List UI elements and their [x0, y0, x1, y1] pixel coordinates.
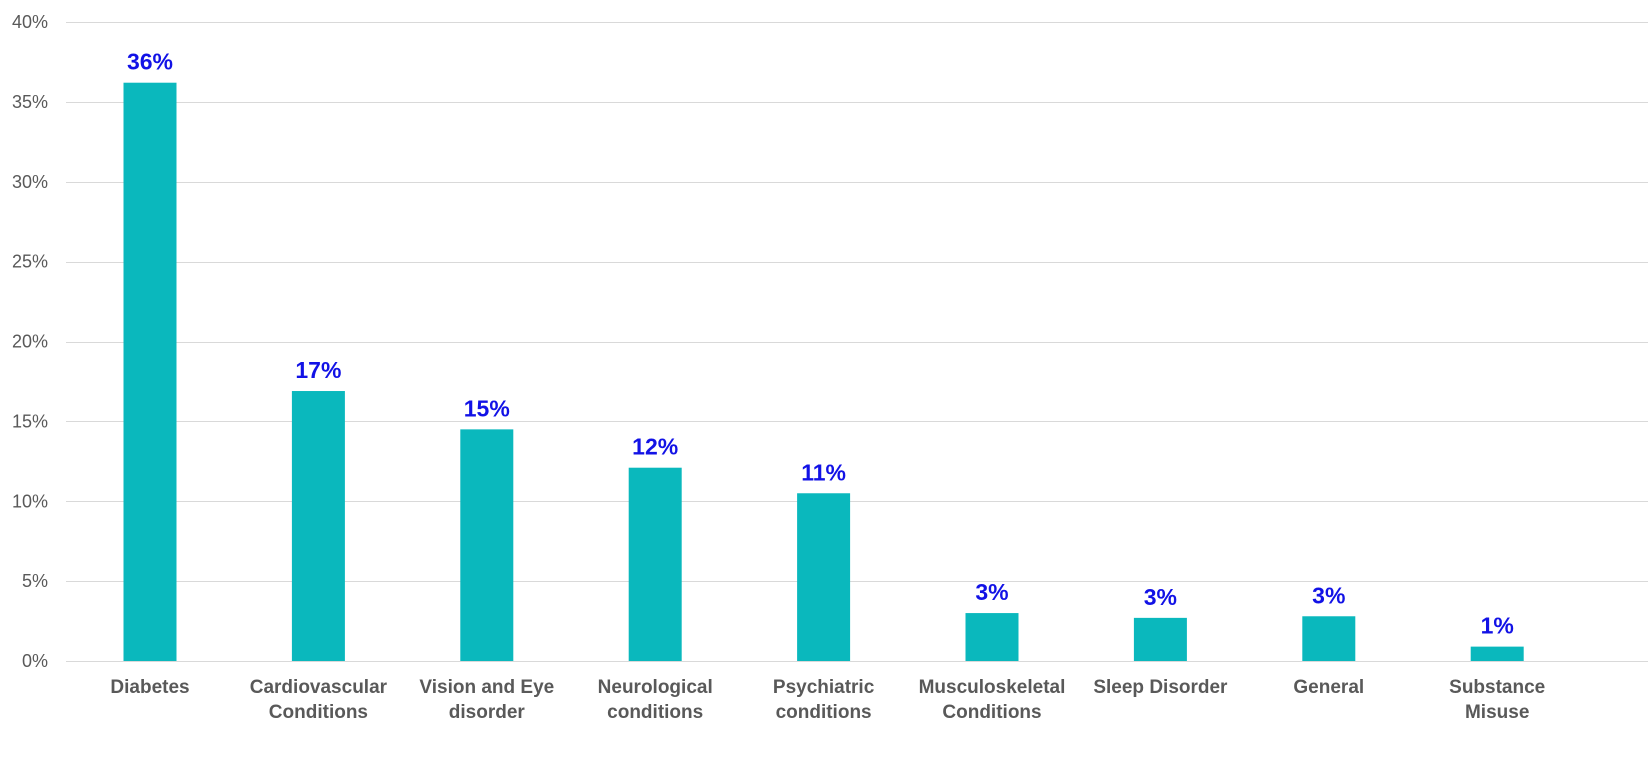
data-label: 3% — [1312, 582, 1345, 608]
category-label-line: Musculoskeletal — [919, 677, 1066, 698]
y-axis-tick-labels: 0% 5% 10% 15% 20% 25% 30% 35% 40% — [12, 12, 48, 671]
y-tick-label: 10% — [12, 491, 48, 511]
bar — [460, 429, 514, 661]
data-label: 11% — [801, 459, 846, 485]
data-label: 17% — [295, 357, 341, 383]
bar — [1470, 646, 1524, 661]
bar — [1302, 616, 1356, 661]
y-tick-label: 30% — [12, 172, 48, 192]
y-tick-label: 40% — [12, 12, 48, 32]
category-label: Diabetes — [110, 677, 189, 698]
category-label-line: Conditions — [269, 702, 368, 723]
category-label-line: Diabetes — [110, 677, 189, 698]
category-label-line: Psychiatric — [773, 677, 875, 698]
y-tick-label: 25% — [12, 252, 48, 272]
data-labels: 36% 17% 15% 12% 11% 3% 3% 3% 1% — [127, 49, 1514, 639]
category-label: Cardiovascular Conditions — [250, 677, 388, 723]
data-label: 1% — [1481, 613, 1514, 639]
category-label: Sleep Disorder — [1093, 677, 1228, 698]
y-tick-label: 35% — [12, 92, 48, 112]
category-label: Musculoskeletal Conditions — [919, 677, 1066, 723]
category-label-line: Conditions — [942, 702, 1041, 723]
y-tick-label: 20% — [12, 332, 48, 352]
category-label-line: General — [1293, 677, 1364, 698]
data-label: 12% — [632, 434, 678, 460]
category-label-line: Sleep Disorder — [1093, 677, 1228, 698]
bar — [965, 613, 1019, 661]
category-label: General — [1293, 677, 1364, 698]
category-label-line: conditions — [776, 702, 872, 723]
y-tick-label: 0% — [22, 651, 48, 671]
data-label: 15% — [464, 395, 510, 421]
category-label: Psychiatric conditions — [773, 677, 875, 723]
category-label-line: Cardiovascular — [250, 677, 388, 698]
bar — [797, 493, 851, 661]
category-label: Substance Misuse — [1449, 677, 1545, 723]
category-label-line: disorder — [449, 702, 526, 723]
bar — [291, 391, 345, 661]
category-label-line: Misuse — [1465, 702, 1529, 723]
data-label: 3% — [1144, 584, 1177, 610]
category-label-line: conditions — [607, 702, 703, 723]
x-axis-category-labels: Diabetes Cardiovascular Conditions Vision a… — [110, 677, 1545, 723]
data-label: 3% — [975, 579, 1008, 605]
data-label: 36% — [127, 49, 173, 75]
bars — [123, 82, 1524, 661]
category-label: Vision and Eye disorder — [419, 677, 554, 723]
y-tick-label: 5% — [22, 571, 48, 591]
bar — [1133, 617, 1187, 661]
bar — [628, 467, 682, 661]
bar — [123, 82, 177, 661]
category-label: Neurological conditions — [598, 677, 713, 723]
y-tick-label: 15% — [12, 411, 48, 431]
category-label-line: Vision and Eye — [419, 677, 554, 698]
category-label-line: Neurological — [598, 677, 713, 698]
category-label-line: Substance — [1449, 677, 1545, 698]
